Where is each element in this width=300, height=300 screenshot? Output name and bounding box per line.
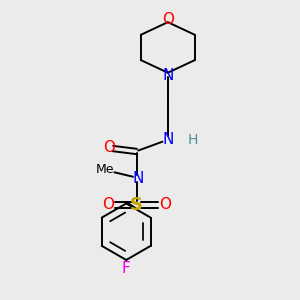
Text: Me: Me bbox=[96, 163, 114, 176]
Text: H: H bbox=[188, 133, 198, 147]
Text: N: N bbox=[162, 68, 173, 83]
Text: O: O bbox=[102, 197, 114, 212]
Text: O: O bbox=[160, 197, 172, 212]
Text: O: O bbox=[162, 12, 174, 27]
Text: N: N bbox=[162, 132, 173, 147]
Text: F: F bbox=[122, 261, 130, 276]
Text: S: S bbox=[130, 196, 143, 214]
Text: N: N bbox=[132, 171, 144, 186]
Text: O: O bbox=[103, 140, 115, 154]
